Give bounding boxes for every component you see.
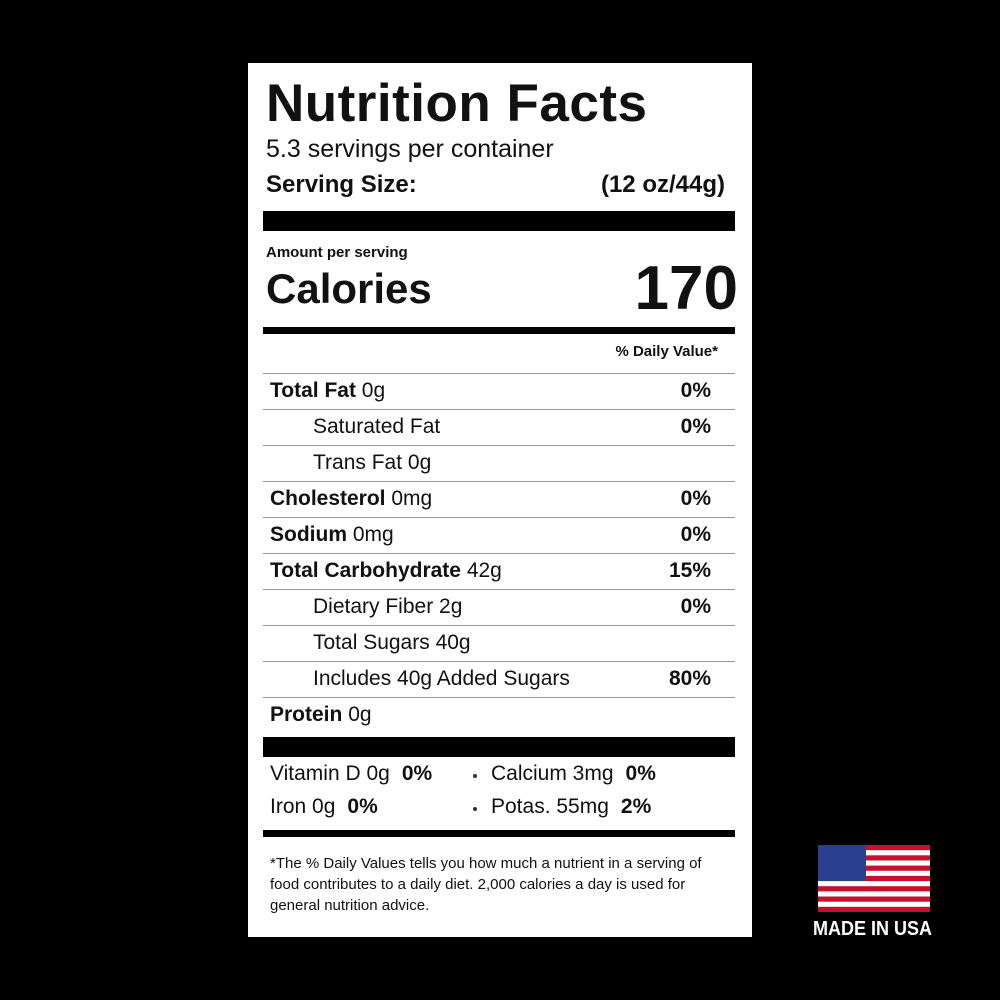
title: Nutrition Facts [266, 74, 648, 133]
nutrient: Protein 0g [270, 703, 372, 727]
nutrient: Total Carbohydrate 42g [270, 559, 502, 583]
nutrient-name: Protein [270, 703, 343, 726]
thick-rule [263, 737, 735, 757]
nutrient-row: Includes 40g Added Sugars 80% [263, 661, 735, 698]
nutrient-amount: 0g [348, 703, 372, 726]
calories-label: Calories [266, 265, 432, 312]
vitamin-dv: 0% [347, 795, 378, 818]
nutrient: Cholesterol 0mg [270, 487, 432, 511]
usa-flag [818, 845, 930, 912]
nutrient: Dietary Fiber 2g [313, 595, 462, 619]
nutrient-name: Cholesterol [270, 487, 386, 510]
nutrient: Saturated Fat [313, 415, 440, 439]
nutrient: Includes 40g Added Sugars [313, 667, 570, 691]
serving-size-value: (12 oz/44g) [600, 171, 725, 198]
calories-value: 170 [634, 254, 738, 323]
medium-rule [263, 327, 735, 334]
daily-value: 0% [680, 523, 711, 546]
vitamin-name: Potas. 55mg [491, 795, 609, 818]
separator-dot [473, 807, 477, 811]
vitamin-name: Vitamin D 0g [270, 762, 390, 785]
nutrient-name: Total Fat [270, 379, 356, 402]
daily-value: 15% [668, 559, 711, 582]
vitamin: Vitamin D 0g 0% [270, 762, 432, 786]
nutrient-row: Total Sugars 40g [263, 625, 735, 662]
nutrient-name: Dietary Fiber 2g [313, 595, 463, 618]
thick-rule [263, 211, 735, 231]
daily-value: 0% [680, 595, 711, 618]
nutrient-row: Total Fat 0g 0% [263, 373, 735, 410]
vitamin-name: Calcium 3mg [491, 762, 614, 785]
nutrient-row: Cholesterol 0mg 0% [263, 481, 735, 518]
made-in-usa: MADE IN USA [813, 918, 933, 940]
vitamin: Potas. 55mg 2% [491, 795, 651, 819]
nutrient-amount: 0g [361, 379, 386, 402]
nutrient-row: Sodium 0mg 0% [263, 517, 735, 554]
serving-size-label: Serving Size: [266, 171, 417, 198]
nutrient-name: Total Carbohydrate [270, 559, 461, 582]
nutrient-name: Sodium [270, 523, 347, 546]
vitamin-dv: 0% [401, 762, 433, 785]
nutrient-row: Protein 0g [263, 697, 735, 734]
daily-value: 80% [668, 667, 711, 690]
nutrient-name: Includes 40g Added Sugars [313, 667, 570, 690]
nutrient-name: Trans Fat 0g [313, 451, 432, 474]
nutrient-amount: 0mg [352, 523, 394, 546]
nutrient: Total Sugars 40g [313, 631, 471, 655]
nutrient: Sodium 0mg [270, 523, 394, 547]
servings: 5.3 servings per container [266, 135, 554, 163]
vitamin: Iron 0g 0% [270, 795, 378, 819]
nutrient-row: Saturated Fat 0% [263, 409, 735, 446]
nutrient-amount: 42g [466, 559, 502, 582]
nutrient-row: Total Carbohydrate 42g 15% [263, 553, 735, 590]
vitamin: Calcium 3mg 0% [491, 762, 656, 786]
footnote: *The % Daily Values tells you how much a… [270, 855, 702, 914]
daily-value: 0% [680, 415, 711, 438]
nutrient-row: Dietary Fiber 2g 0% [263, 589, 735, 626]
daily-value: 0% [680, 487, 711, 510]
dv-header: % Daily Value* [615, 343, 718, 360]
nutrient-name: Saturated Fat [313, 415, 441, 438]
nutrient-name: Total Sugars 40g [313, 631, 471, 654]
nutrient-row: Trans Fat 0g [263, 445, 735, 482]
amount-per-serving: Amount per serving [266, 244, 408, 261]
medium-rule [263, 830, 735, 837]
vitamin-dv: 0% [625, 762, 656, 785]
vitamin-dv: 2% [620, 795, 652, 818]
separator-dot [473, 774, 477, 778]
nutrient-amount: 0mg [391, 487, 433, 510]
daily-value: 0% [680, 379, 711, 402]
vitamin-name: Iron 0g [270, 795, 336, 818]
nutrient: Trans Fat 0g [313, 451, 431, 475]
nutrient: Total Fat 0g [270, 379, 385, 403]
nutrition-label: Nutrition Facts 5.3 servings per contain… [248, 63, 752, 937]
